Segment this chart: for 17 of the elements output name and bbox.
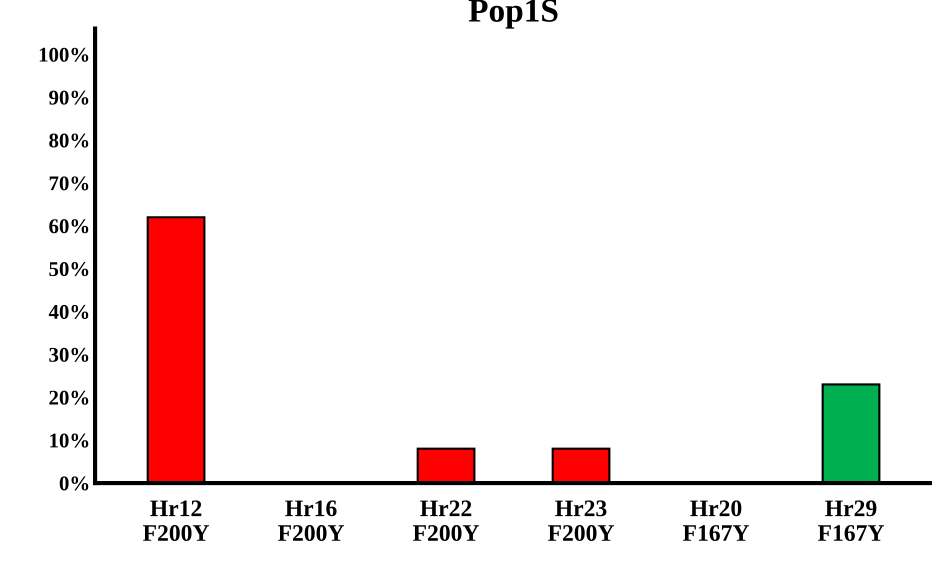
- y-tick-label: 50%: [49, 262, 88, 276]
- x-tick-label: Hr29 F167Y: [818, 500, 884, 541]
- x-tick-label: Hr22 F200Y: [412, 500, 480, 541]
- x-tick-label: Hr23 F200Y: [548, 500, 614, 541]
- y-tick-label: 20%: [49, 390, 88, 405]
- y-tick-label: 70%: [50, 176, 88, 190]
- y-tick-label: 100%: [40, 48, 88, 62]
- y-tick-label: 10%: [50, 434, 88, 448]
- x-tick-label: Hr12 F200Y: [143, 500, 210, 541]
- y-tick-label: 0%: [60, 476, 88, 491]
- y-tick-label: 40%: [48, 304, 88, 320]
- y-tick-label: 30%: [49, 348, 88, 362]
- y-tick-label: 80%: [49, 133, 88, 148]
- x-tick-label: Hr16 F200Y: [278, 500, 344, 541]
- x-tick-label: Hr20 F167Y: [682, 500, 750, 541]
- y-tick-label: 90%: [49, 90, 88, 105]
- y-tick-label: 60%: [49, 219, 88, 234]
